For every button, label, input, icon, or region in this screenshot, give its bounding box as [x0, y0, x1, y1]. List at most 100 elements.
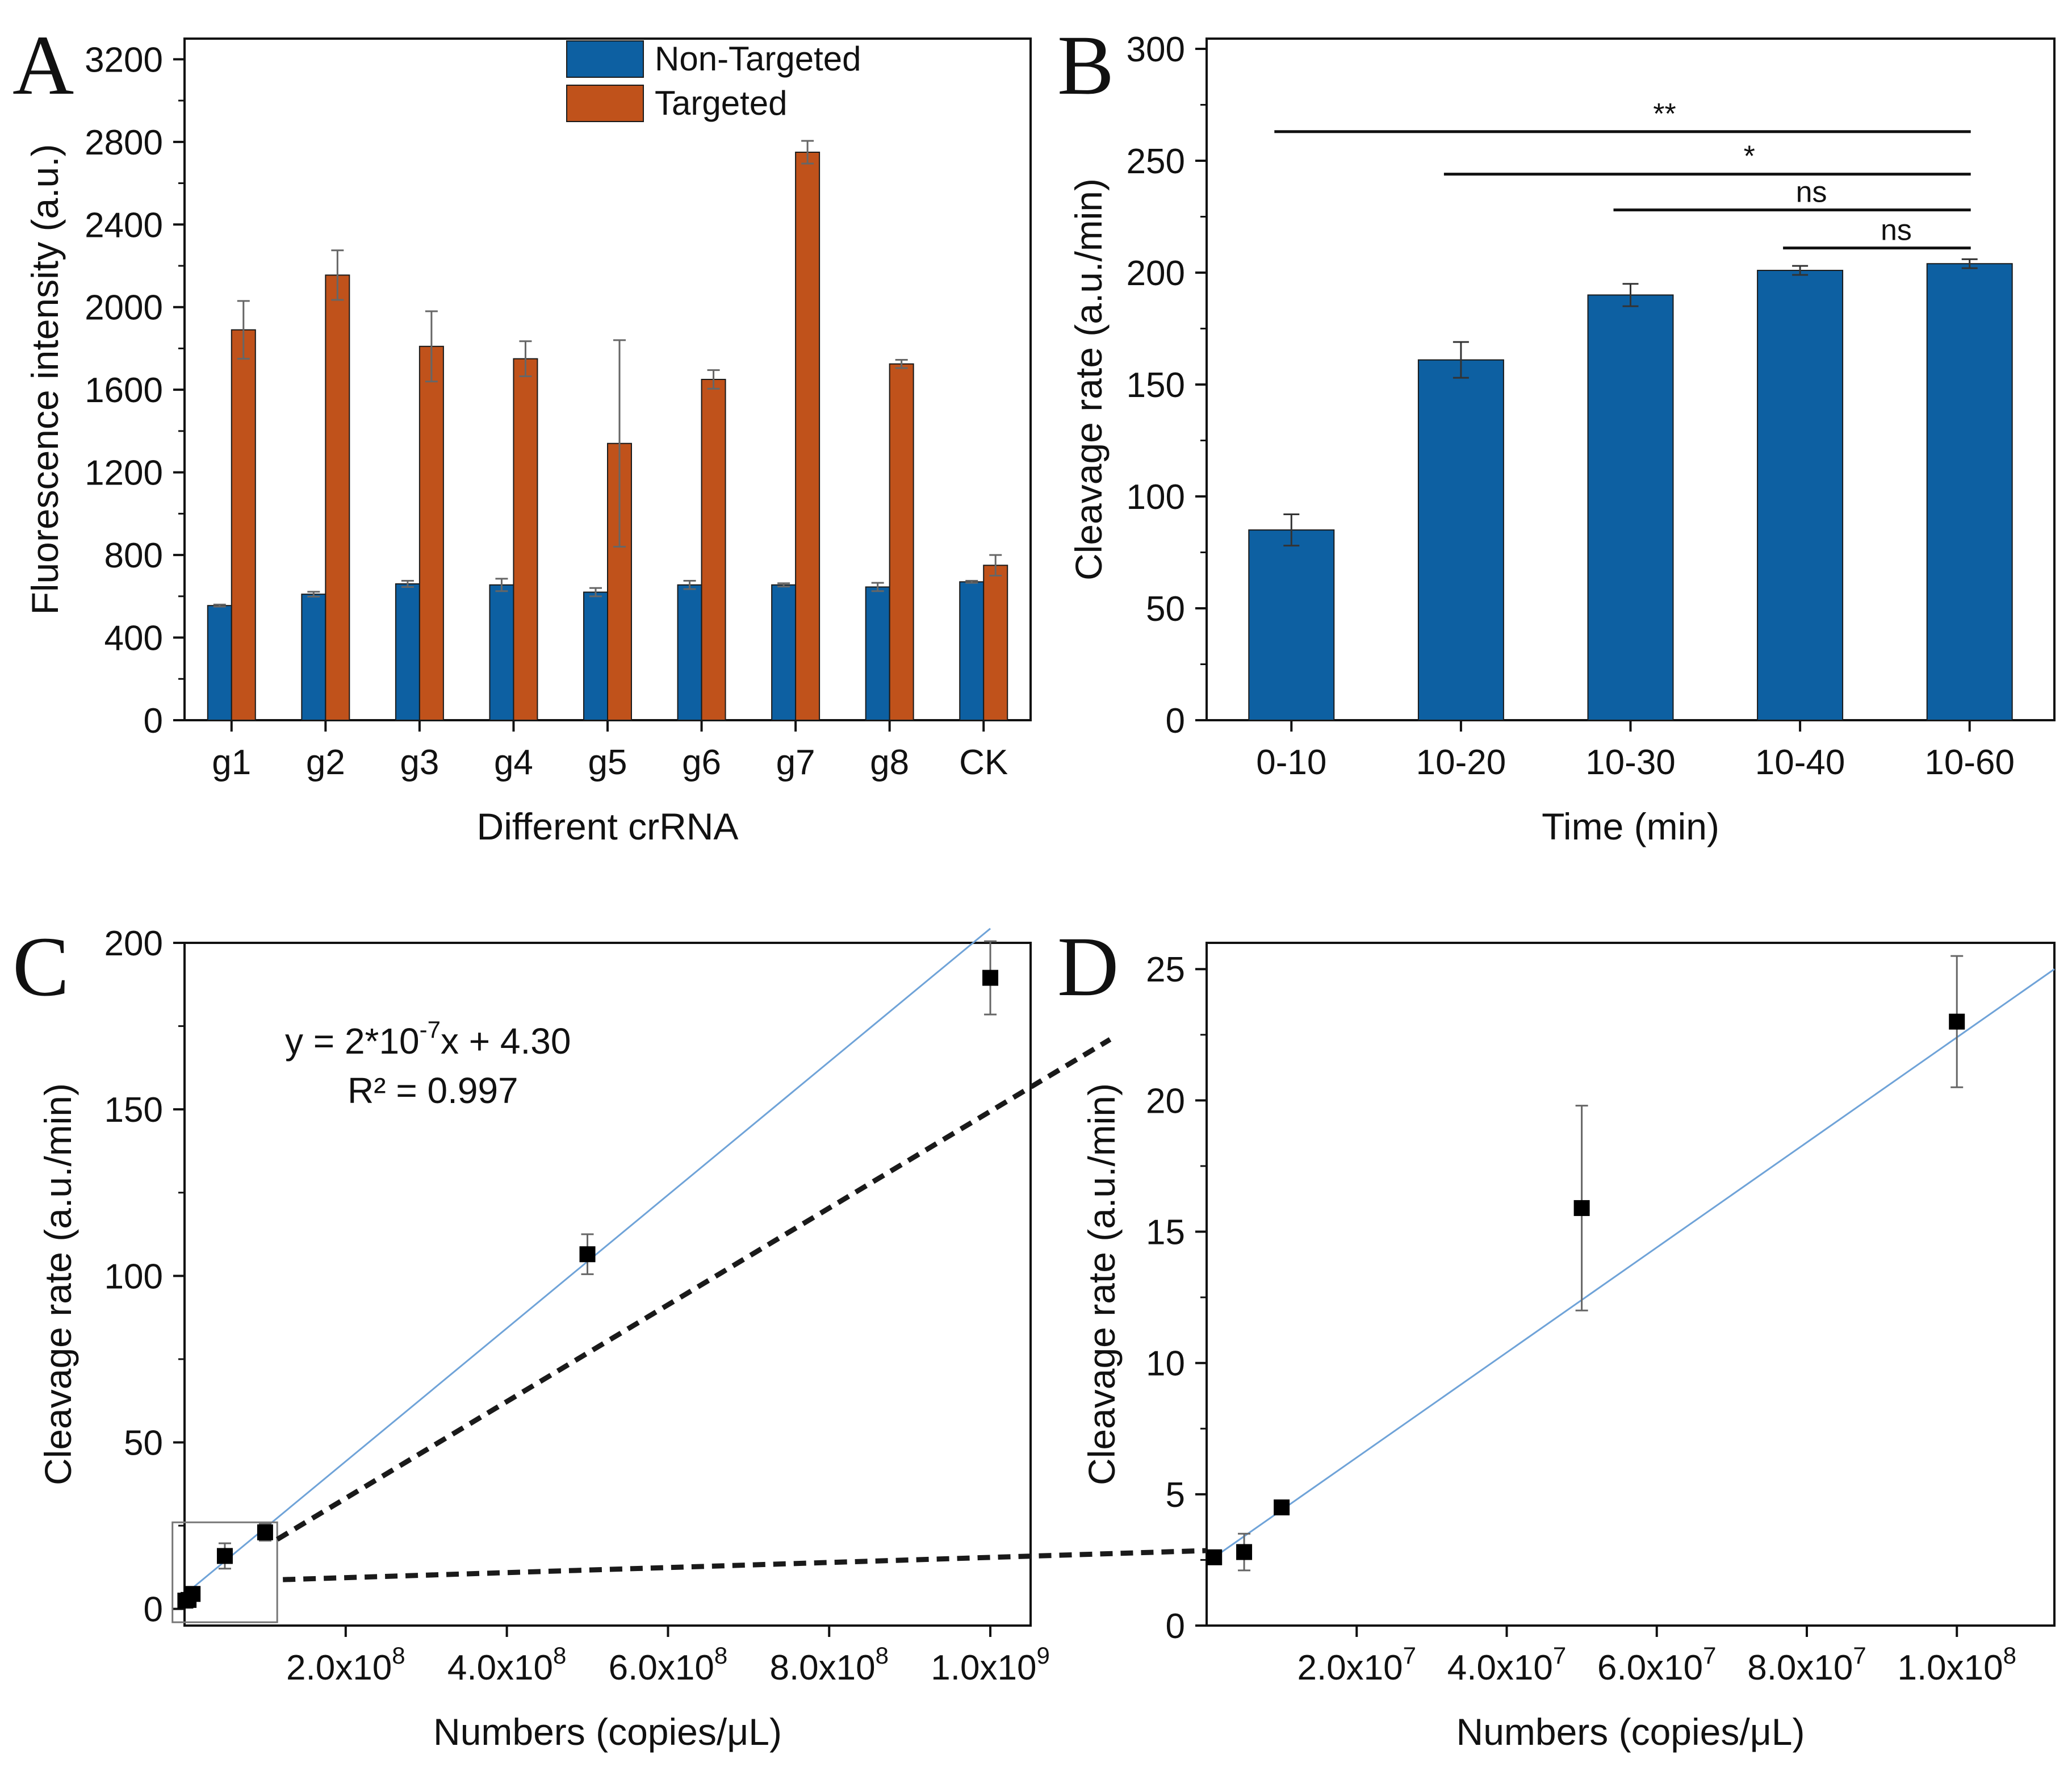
data-point: [1274, 1499, 1290, 1515]
zoom-region-box: [171, 1521, 278, 1623]
x-tick-label: g4: [494, 743, 533, 782]
y-tick-label: 100: [1127, 478, 1185, 517]
x-tick-label: 10-60: [1924, 743, 2015, 782]
bar-targeted: [983, 565, 1008, 721]
bar-non-targeted: [489, 584, 514, 721]
panel-a: A 0 400 800 1200 1600 2000 2400 2800 3200 g1 g2 g3 g…: [12, 18, 1032, 847]
panel-label-b: B: [1057, 18, 1114, 112]
bar-targeted: [231, 329, 256, 721]
y-tick-label: 400: [104, 619, 163, 658]
y-tick-label: 200: [1127, 254, 1185, 293]
x-tick-mantissa: 1.0x10: [931, 1648, 1036, 1687]
panel-b: B 0 50 100 150 200 250 300 0-10 10-20 10-30 10-40 1…: [1057, 18, 2056, 847]
x-axis-title: Numbers (copies/μL): [433, 1711, 782, 1753]
x-tick-label: 10-30: [1585, 743, 1676, 782]
x-tick-exponent: 8: [2003, 1642, 2016, 1669]
bar-targeted: [701, 379, 726, 721]
bar-cleavage-rate: [1587, 294, 1674, 721]
equation-suffix: x + 4.30: [441, 1021, 571, 1062]
zoom-connector-upper: [275, 1037, 1112, 1542]
x-tick-exponent: 8: [553, 1642, 566, 1669]
equation-prefix: y = 2*10: [285, 1021, 420, 1062]
x-tick-label: 8.0x107: [1747, 1642, 1866, 1687]
x-tick-label: 4.0x107: [1447, 1642, 1567, 1687]
bar-cleavage-rate: [1757, 270, 1844, 721]
x-tick-exponent: 8: [714, 1642, 727, 1669]
y-axis-title: Cleavage rate (a.u./min): [37, 1083, 79, 1485]
x-tick-label: 4.0x108: [447, 1642, 567, 1687]
zoom-connector-lower: [283, 1548, 1207, 1582]
panel-label-c: C: [12, 920, 69, 1014]
x-tick-mantissa: 6.0x10: [609, 1648, 714, 1687]
y-tick-label: 1600: [85, 371, 163, 410]
y-tick-label: 800: [104, 536, 163, 575]
x-tick-mantissa: 2.0x10: [1297, 1648, 1403, 1687]
fit-r-squared: R² = 0.997: [348, 1070, 518, 1111]
data-point: [1573, 1200, 1590, 1216]
plot-frame: [1205, 942, 2056, 1627]
bar-targeted: [325, 274, 350, 721]
x-tick-exponent: 7: [1703, 1642, 1716, 1669]
x-tick-mantissa: 6.0x10: [1597, 1648, 1703, 1687]
y-tick-label: 15: [1146, 1213, 1185, 1252]
y-axis-title: Fluorescence intensity (a.u.): [24, 144, 66, 615]
x-tick-label: g2: [306, 743, 345, 782]
x-axis-title: Time (min): [1542, 805, 1719, 847]
y-tick-label: 1200: [85, 454, 163, 493]
data-point: [579, 1246, 596, 1263]
bar-non-targeted: [865, 586, 890, 721]
significance-label: ns: [1881, 214, 1912, 247]
data-point: [1236, 1544, 1253, 1560]
bar-targeted: [418, 345, 444, 721]
x-tick-label: g1: [212, 743, 251, 782]
x-tick-mantissa: 8.0x10: [769, 1648, 875, 1687]
y-tick-label: 0: [1166, 1607, 1185, 1646]
x-tick-mantissa: 4.0x10: [447, 1648, 553, 1687]
y-tick-label: 100: [104, 1257, 163, 1296]
fit-equation: y = 2*10-7x + 4.30: [285, 1016, 571, 1062]
x-tick-label: g5: [588, 743, 627, 782]
y-tick-label: 150: [104, 1091, 163, 1130]
bar-non-targeted: [395, 583, 420, 721]
y-tick-label: 2400: [85, 206, 163, 245]
panel-label-a: A: [12, 18, 74, 112]
data-point: [185, 1586, 201, 1602]
x-tick-label: 2.0x108: [286, 1642, 405, 1687]
fit-line: [1206, 968, 2055, 1564]
y-tick-label: 10: [1146, 1344, 1185, 1384]
data-point: [257, 1524, 273, 1540]
x-tick-label: CK: [959, 743, 1008, 782]
x-tick-label: 10-40: [1755, 743, 1845, 782]
x-tick-label: g6: [682, 743, 721, 782]
x-tick-label: 10-20: [1416, 743, 1506, 782]
significance-label: ns: [1796, 176, 1827, 209]
x-tick-label: 1.0x108: [1897, 1642, 2016, 1687]
x-tick-exponent: 7: [1853, 1642, 1866, 1669]
bar-non-targeted: [207, 605, 232, 721]
x-tick-label: 8.0x108: [769, 1642, 889, 1687]
bar-non-targeted: [959, 581, 985, 721]
bar-non-targeted: [771, 584, 797, 721]
bar-cleavage-rate: [1248, 529, 1335, 721]
y-tick-label: 3200: [85, 40, 163, 80]
significance-label: *: [1744, 140, 1755, 173]
zoom-connector-lines: [275, 1037, 1207, 1582]
x-tick-exponent: 7: [1403, 1642, 1416, 1669]
legend-swatch: [566, 85, 644, 122]
y-tick-label: 300: [1127, 30, 1185, 69]
x-axis-title: Numbers (copies/μL): [1456, 1711, 1805, 1753]
x-tick-exponent: 8: [876, 1642, 889, 1669]
y-tick-label: 50: [1146, 590, 1185, 629]
x-tick-mantissa: 8.0x10: [1747, 1648, 1853, 1687]
y-tick-label: 50: [124, 1424, 163, 1463]
x-axis-title: Different crRNA: [477, 805, 739, 847]
y-tick-label: 0: [144, 1590, 163, 1630]
y-axis-title: Cleavage rate (a.u./min): [1081, 1083, 1123, 1485]
x-tick-label: 0-10: [1256, 743, 1326, 782]
x-tick-label: g7: [776, 743, 815, 782]
data-point: [1949, 1013, 1965, 1030]
